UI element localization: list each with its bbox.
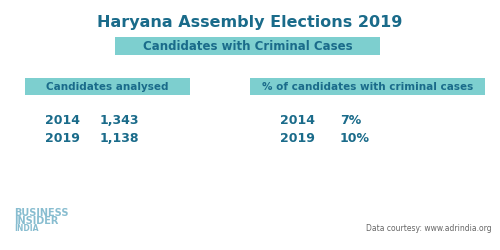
Text: INDIA: INDIA <box>14 224 38 233</box>
Text: 7%: 7% <box>340 114 361 126</box>
Text: Candidates analysed: Candidates analysed <box>46 82 169 92</box>
Text: INSIDER: INSIDER <box>14 216 59 226</box>
Text: BUSINESS: BUSINESS <box>14 208 68 218</box>
Text: 2014: 2014 <box>45 114 80 126</box>
Text: 2019: 2019 <box>280 132 315 144</box>
FancyBboxPatch shape <box>25 78 190 95</box>
FancyBboxPatch shape <box>250 78 485 95</box>
Text: % of candidates with criminal cases: % of candidates with criminal cases <box>262 82 473 92</box>
Text: Data courtesy: www.adrindia.org: Data courtesy: www.adrindia.org <box>366 224 492 233</box>
Text: 1,138: 1,138 <box>100 132 140 144</box>
Text: 1,343: 1,343 <box>100 114 140 126</box>
Text: Haryana Assembly Elections 2019: Haryana Assembly Elections 2019 <box>98 15 403 30</box>
Text: 2019: 2019 <box>45 132 80 144</box>
Text: 10%: 10% <box>340 132 370 144</box>
FancyBboxPatch shape <box>115 37 380 55</box>
Text: Candidates with Criminal Cases: Candidates with Criminal Cases <box>142 40 352 52</box>
Text: 2014: 2014 <box>280 114 315 126</box>
